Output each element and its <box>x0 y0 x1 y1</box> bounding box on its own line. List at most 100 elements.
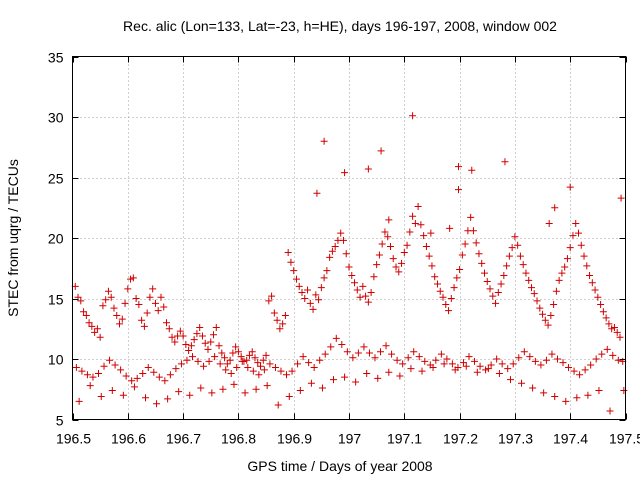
data-point <box>332 334 340 342</box>
data-point <box>519 261 527 269</box>
data-point <box>349 354 357 362</box>
data-point <box>287 258 295 266</box>
data-point <box>118 315 126 323</box>
data-point <box>244 363 252 371</box>
data-point <box>553 355 561 363</box>
data-point <box>138 316 146 324</box>
data-point <box>317 284 325 292</box>
data-point <box>500 272 508 280</box>
data-point <box>268 292 276 300</box>
data-point <box>439 293 447 301</box>
data-point <box>400 249 408 257</box>
data-point <box>301 295 309 302</box>
data-point <box>88 322 96 330</box>
data-point <box>222 366 230 374</box>
data-point <box>504 365 512 373</box>
data-point <box>561 263 569 271</box>
data-point <box>498 360 506 368</box>
data-point <box>427 229 435 237</box>
data-point <box>255 371 263 379</box>
data-point <box>371 354 379 362</box>
data-point <box>237 353 245 361</box>
data-point <box>617 194 625 202</box>
data-point <box>234 348 242 356</box>
data-point <box>443 355 451 363</box>
data-point <box>422 242 430 250</box>
data-point <box>262 351 270 359</box>
data-point <box>153 400 161 408</box>
data-point <box>151 299 159 307</box>
data-point <box>321 350 329 358</box>
data-point <box>428 262 436 270</box>
data-point <box>91 328 99 336</box>
data-point <box>281 311 289 319</box>
data-point <box>572 219 580 227</box>
data-point <box>343 348 351 356</box>
y-tick-label: 25 <box>48 171 64 187</box>
data-point <box>588 279 596 287</box>
data-point <box>193 330 201 338</box>
data-point <box>306 299 314 307</box>
data-point <box>215 342 223 350</box>
data-point <box>518 379 526 387</box>
data-point <box>104 287 112 295</box>
data-point <box>183 356 191 364</box>
data-point <box>212 324 220 332</box>
data-point <box>541 316 549 324</box>
data-point <box>385 368 393 376</box>
data-point <box>471 357 479 365</box>
data-point <box>451 366 459 374</box>
data-point <box>562 397 570 405</box>
data-point <box>171 338 179 346</box>
x-tick-label: 196.6 <box>111 431 146 447</box>
data-point <box>265 297 273 305</box>
data-point <box>473 368 481 376</box>
data-point <box>320 137 328 145</box>
data-point <box>243 356 251 364</box>
data-point <box>501 158 509 166</box>
data-point <box>442 301 450 309</box>
data-point <box>603 345 611 353</box>
data-point <box>370 273 378 281</box>
data-point <box>263 382 271 390</box>
data-point <box>106 356 114 364</box>
data-point <box>186 391 194 399</box>
data-point <box>161 377 169 385</box>
data-point <box>227 370 235 378</box>
data-point <box>362 292 370 300</box>
data-point <box>577 241 585 249</box>
data-point <box>110 304 118 312</box>
data-point <box>130 383 138 391</box>
data-point <box>97 393 105 401</box>
data-point <box>454 186 462 194</box>
data-point <box>586 272 594 280</box>
data-point <box>478 259 486 267</box>
data-point <box>456 265 464 273</box>
data-point <box>384 233 392 241</box>
data-point <box>497 280 505 288</box>
data-point <box>527 284 535 292</box>
data-point <box>266 360 274 368</box>
data-point <box>570 367 578 375</box>
x-axis-ticks: 196.5 196.6 196.7 196.8 196.9 197 197.1 197.2 19… <box>56 56 640 447</box>
data-point <box>547 311 555 319</box>
data-point <box>398 259 406 267</box>
data-point <box>154 307 162 315</box>
data-point <box>257 362 265 370</box>
data-point <box>304 286 312 294</box>
data-point <box>404 354 412 362</box>
data-point <box>341 169 349 177</box>
x-tick-label: 196.8 <box>221 431 256 447</box>
data-point <box>284 249 292 257</box>
data-point <box>245 351 253 359</box>
data-point <box>122 372 130 380</box>
data-point <box>467 213 475 221</box>
data-point <box>177 360 185 368</box>
data-point <box>119 391 127 399</box>
data-point <box>367 288 375 296</box>
data-point <box>270 309 278 317</box>
data-point <box>219 385 227 393</box>
data-point <box>389 255 397 263</box>
data-point <box>552 287 560 295</box>
data-point <box>559 359 567 367</box>
